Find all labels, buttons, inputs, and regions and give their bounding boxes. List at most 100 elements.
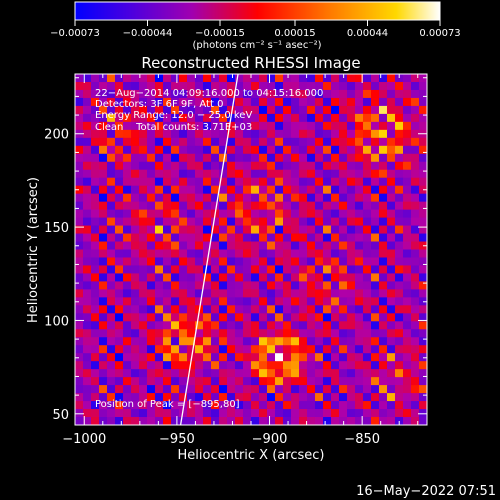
heatmap-pixel <box>395 105 404 115</box>
heatmap-pixel <box>99 161 108 171</box>
heatmap-pixel <box>195 361 204 370</box>
heatmap-pixel <box>203 129 212 139</box>
heatmap-pixel <box>203 209 212 219</box>
heatmap-pixel <box>331 393 340 402</box>
heatmap-pixel <box>155 89 164 99</box>
heatmap-pixel <box>283 321 292 330</box>
heatmap-pixel <box>219 74 228 83</box>
heatmap-pixel <box>259 145 268 155</box>
heatmap-pixel <box>259 281 268 290</box>
heatmap-pixel <box>323 177 332 187</box>
heatmap-pixel <box>203 241 212 251</box>
heatmap-pixel <box>235 105 244 115</box>
colorbar-tick-label: 0.00015 <box>274 28 315 39</box>
heatmap-pixel <box>187 209 196 219</box>
heatmap-pixel <box>187 321 196 330</box>
heatmap-pixel <box>283 257 292 267</box>
heatmap-pixel <box>363 289 372 298</box>
heatmap-pixel <box>387 185 396 195</box>
heatmap-pixel <box>379 417 388 425</box>
heatmap-pixel <box>363 105 372 115</box>
heatmap-pixel <box>363 321 372 330</box>
heatmap-pixel <box>155 249 164 259</box>
heatmap-pixel <box>187 297 196 306</box>
heatmap-pixel <box>115 353 124 362</box>
heatmap-pixel <box>259 353 268 362</box>
heatmap-pixel <box>299 329 308 338</box>
heatmap-pixel <box>91 265 100 275</box>
heatmap-pixel <box>299 193 308 203</box>
heatmap-pixel <box>235 273 244 283</box>
heatmap-pixel <box>331 129 340 139</box>
heatmap-pixel <box>235 321 244 330</box>
heatmap-pixel <box>315 289 324 298</box>
heatmap-pixel <box>323 105 332 115</box>
heatmap-pixel <box>131 273 140 283</box>
heatmap-pixel <box>355 417 364 425</box>
heatmap-pixel <box>227 321 236 330</box>
heatmap-pixel <box>227 225 236 235</box>
heatmap-pixel <box>347 121 356 131</box>
heatmap-pixel <box>123 145 132 155</box>
heatmap-pixel <box>83 153 92 163</box>
heatmap-pixel <box>403 409 412 418</box>
heatmap-pixel <box>147 74 156 83</box>
heatmap-pixel <box>387 297 396 306</box>
heatmap-pixel <box>371 201 380 211</box>
heatmap-pixel <box>387 281 396 290</box>
heatmap-pixel <box>147 313 156 322</box>
heatmap-pixel <box>275 377 284 386</box>
heatmap-pixel <box>147 393 156 402</box>
heatmap-pixel <box>91 273 100 283</box>
heatmap-pixel <box>75 313 84 322</box>
heatmap-pixel <box>83 409 92 418</box>
heatmap-pixel <box>211 337 220 346</box>
heatmap-pixel <box>419 225 427 235</box>
heatmap-pixel <box>411 105 420 115</box>
heatmap-pixel <box>259 241 268 251</box>
heatmap-pixel <box>83 225 92 235</box>
heatmap-pixel <box>171 353 180 362</box>
heatmap-pixel <box>339 97 348 107</box>
heatmap-pixel <box>291 321 300 330</box>
heatmap-pixel <box>123 201 132 211</box>
heatmap-pixel <box>107 353 116 362</box>
heatmap-pixel <box>139 265 148 275</box>
heatmap-pixel <box>331 161 340 171</box>
heatmap-pixel <box>339 249 348 259</box>
heatmap-pixel <box>123 121 132 131</box>
heatmap-pixel <box>267 105 276 115</box>
heatmap-pixel <box>267 385 276 394</box>
heatmap-pixel <box>291 257 300 267</box>
heatmap-pixel <box>267 257 276 267</box>
heatmap-pixel <box>91 305 100 314</box>
heatmap-pixel <box>155 393 164 402</box>
heatmap-pixel <box>275 417 284 425</box>
heatmap-pixel <box>299 409 308 418</box>
heatmap-pixel <box>403 313 412 322</box>
heatmap-pixel <box>379 273 388 283</box>
heatmap-pixel <box>307 305 316 314</box>
heatmap-pixel <box>99 289 108 298</box>
heatmap-pixel <box>163 233 172 243</box>
heatmap-pixel <box>75 193 84 203</box>
heatmap-pixel <box>115 177 124 187</box>
heatmap-pixel <box>363 129 372 139</box>
heatmap-pixel <box>227 201 236 211</box>
heatmap-pixel <box>219 129 228 139</box>
heatmap-pixel <box>347 321 356 330</box>
heatmap-pixel <box>243 305 252 314</box>
heatmap-pixel <box>115 193 124 203</box>
heatmap-pixel <box>275 353 284 362</box>
heatmap-pixel <box>411 177 420 187</box>
heatmap-pixel <box>395 153 404 163</box>
heatmap-pixel <box>371 257 380 267</box>
heatmap-pixel <box>267 345 276 354</box>
heatmap-pixel <box>179 321 188 330</box>
heatmap-pixel <box>299 265 308 275</box>
heatmap-pixel <box>267 209 276 219</box>
heatmap-pixel <box>171 89 180 99</box>
heatmap-pixel <box>267 97 276 107</box>
heatmap-pixel <box>347 97 356 107</box>
